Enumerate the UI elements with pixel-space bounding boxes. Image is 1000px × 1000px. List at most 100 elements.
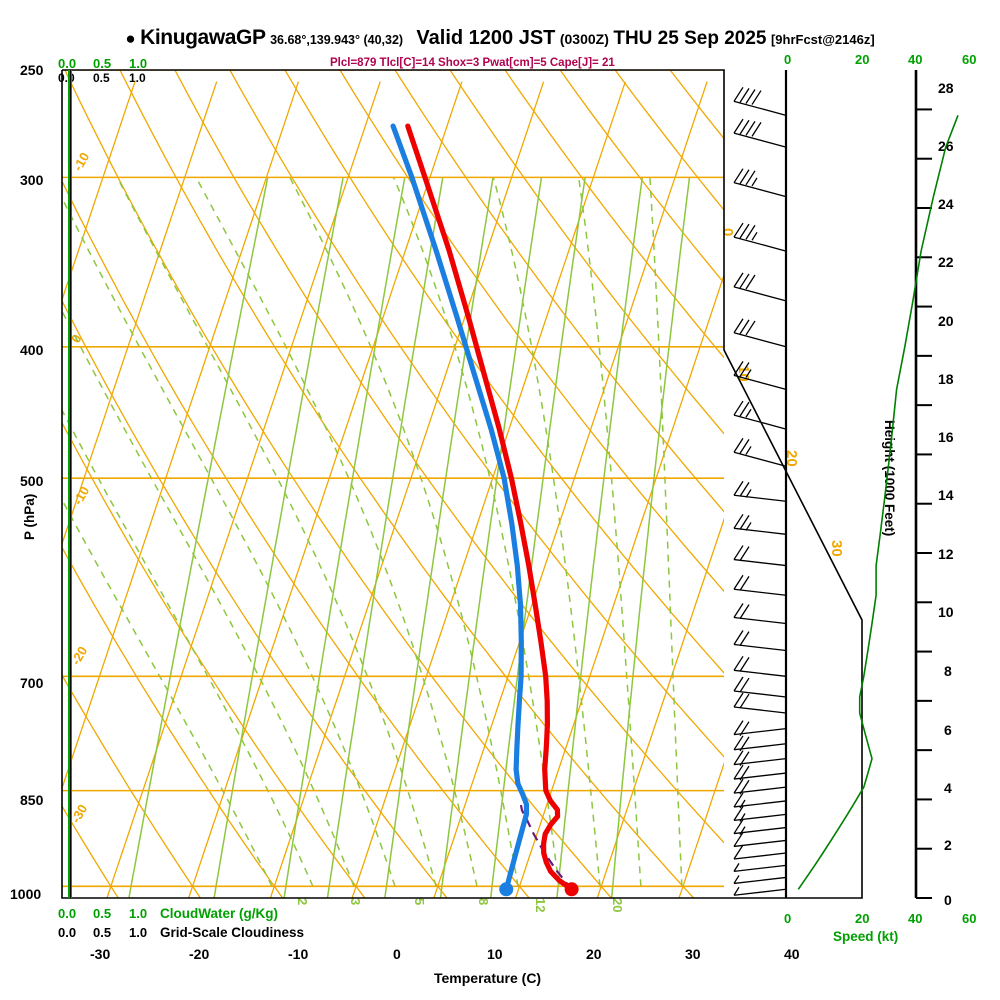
- moist-adiabat-35: [577, 177, 642, 887]
- page-title: ● KinugawaGP 36.68°,139.943° (40,32) Val…: [0, 26, 1000, 50]
- cloudwater-bottom-tick-0: 0.0: [58, 906, 77, 921]
- wind-barb: [733, 318, 787, 348]
- wind-barb: [733, 692, 787, 714]
- valid-time: Valid 1200 JST: [416, 27, 556, 49]
- dry-adiabat-160: [780, 70, 1000, 685]
- wind-barb: [733, 875, 787, 885]
- pressure-tick-300: 300: [20, 172, 44, 188]
- dry-adiabat-190: [945, 70, 1000, 545]
- moist-adiabat-40: [649, 177, 683, 887]
- surface-dewpoint-marker: [499, 882, 514, 897]
- moist-adiabat-lines: [62, 177, 683, 887]
- height-tick-18: 18: [938, 371, 954, 387]
- wind-barb: [733, 863, 787, 873]
- wind-barb: [733, 806, 787, 822]
- wind-barb: [733, 603, 787, 625]
- height-tick-20: 20: [938, 313, 954, 329]
- wind-barb: [733, 750, 787, 767]
- isotherm-20: [514, 273, 724, 898]
- height-tick-10: 10: [938, 604, 954, 620]
- height-axis-ticks: [916, 108, 932, 899]
- wind-barb: [733, 168, 787, 198]
- wind-barb: [733, 819, 787, 835]
- dry-adiabat-90: [394, 70, 724, 513]
- moist-adiabat-15: [195, 177, 478, 887]
- wind-barb: [733, 764, 787, 781]
- dry-adiabat-20: [62, 179, 530, 898]
- isotherm-lines: [0, 81, 1000, 898]
- temperature-axis-label: Temperature (C): [434, 970, 542, 986]
- skewt-background-lines: [0, 70, 1000, 898]
- speed-bottom-tick-40: 40: [908, 911, 923, 926]
- cloudiness-top-tick-2: 1.0: [129, 71, 146, 85]
- cloudiness-axis-label: Grid-Scale Cloudiness: [160, 925, 305, 940]
- mixing-ratio-20: [556, 177, 644, 898]
- pressure-tick-700: 700: [20, 675, 44, 691]
- station-coordinates: 36.68°,139.943° (40,32): [270, 33, 404, 47]
- wind-barb: [733, 86, 787, 116]
- isobar-lines: [62, 70, 724, 888]
- dewpoint-curve: [390, 123, 530, 892]
- wind-barb: [733, 735, 787, 752]
- height-tick-6: 6: [944, 722, 952, 738]
- isotherm-60: [843, 82, 1000, 898]
- wind-barb: [733, 118, 787, 148]
- height-tick-2: 2: [944, 837, 952, 853]
- speed-bottom-tick-20: 20: [855, 911, 870, 926]
- wind-barb: [733, 272, 787, 302]
- valid-date: THU 25 Sep 2025: [613, 28, 767, 49]
- moist-adiabat--5: [62, 408, 314, 887]
- speed-top-tick-20: 20: [855, 52, 870, 67]
- speed-top-tick-0: 0: [784, 52, 792, 67]
- station-name: KinugawaGP: [140, 26, 266, 49]
- dry-adiabat-50: [174, 70, 724, 844]
- dry-adiabat-0: [62, 421, 366, 898]
- dry-adiabat--20: [62, 673, 201, 898]
- temperature-tick--10: -10: [288, 946, 309, 962]
- dry-adiabat-110: [504, 70, 724, 359]
- isotherm--70: [0, 82, 53, 898]
- wind-barb: [733, 844, 787, 860]
- mixing-ratio-1: [213, 177, 344, 898]
- wind-barb: [733, 655, 787, 677]
- moist-adiabat-25: [392, 177, 560, 887]
- speed-top-tick-40: 40: [908, 52, 923, 67]
- dry-adiabat--30: [62, 804, 119, 898]
- dry-adiabat-40: [119, 70, 695, 898]
- wind-barb: [733, 630, 787, 652]
- cloudwater-top-tick-0: 0.0: [58, 56, 77, 71]
- wind-barb: [733, 400, 787, 430]
- speed-bottom-tick-60: 60: [962, 911, 977, 926]
- cloudiness-bottom-tick-2: 1.0: [129, 925, 148, 940]
- cloudwater-axis-label: CloudWater (g/Kg): [160, 906, 278, 921]
- wind-barbs: [733, 86, 787, 896]
- mixing-ratio-0.4: [128, 177, 269, 898]
- isotherm-40: [678, 761, 724, 898]
- cloudwater-bottom-tick-2: 1.0: [129, 906, 148, 921]
- surface-temperature-marker: [564, 882, 579, 897]
- valid-time-zulu: (0300Z): [559, 31, 609, 47]
- temperature-tick-10: 10: [487, 946, 503, 962]
- dry-adiabat-30: [64, 70, 612, 898]
- speed-axis-label: Speed (kt): [833, 929, 899, 944]
- pressure-tick-1000: 1000: [10, 886, 42, 902]
- isotherm--30: [106, 81, 381, 898]
- speed-bottom-tick-0: 0: [784, 911, 792, 926]
- moist-adiabat--10: [62, 498, 273, 887]
- wind-barb: [733, 361, 787, 390]
- isotherm--50: [62, 81, 218, 546]
- height-tick-14: 14: [938, 487, 954, 503]
- cloudiness-top-tick-1: 0.5: [93, 71, 110, 85]
- wind-barb: [733, 513, 787, 535]
- dry-adiabat-80: [339, 70, 724, 593]
- wind-barb: [733, 886, 787, 896]
- pressure-tick-400: 400: [20, 342, 44, 358]
- wind-speed-profile-curve: [797, 115, 959, 890]
- wind-barb: [733, 480, 787, 502]
- mixing-ratio-lines: [128, 177, 691, 898]
- moist-adiabat-10: [116, 177, 437, 887]
- mixing-ratio-3: [326, 177, 444, 898]
- temperature-tick-30: 30: [685, 946, 701, 962]
- mixing-ratio-8: [439, 177, 543, 898]
